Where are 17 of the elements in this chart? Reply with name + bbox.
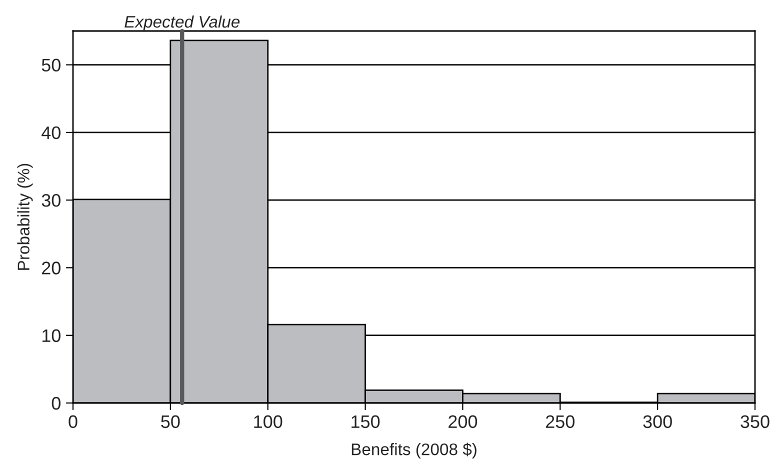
x-tick-label: 250 [546, 415, 574, 428]
x-tick-label: 150 [352, 415, 380, 428]
y-tick-label: 40 [42, 126, 60, 140]
ref-line-label: Expected Value [124, 15, 240, 31]
x-axis-title: Benefits (2008 $) [352, 442, 476, 459]
x-tick-label: 0 [68, 415, 78, 428]
x-tick-label: 50 [161, 415, 180, 428]
y-tick-label: 20 [42, 262, 60, 274]
x-tick-label: 100 [254, 415, 282, 428]
y-tick-label: 10 [42, 329, 60, 342]
y-tick-label: 50 [42, 58, 60, 72]
y-tick-label: 30 [42, 194, 60, 207]
x-tick-label: 300 [643, 415, 672, 428]
y-tick-label: 0 [52, 396, 60, 410]
x-tick-label: 350 [740, 415, 770, 428]
y-axis-title: Probability (%) [17, 164, 33, 270]
x-tick-label: 200 [448, 415, 478, 428]
